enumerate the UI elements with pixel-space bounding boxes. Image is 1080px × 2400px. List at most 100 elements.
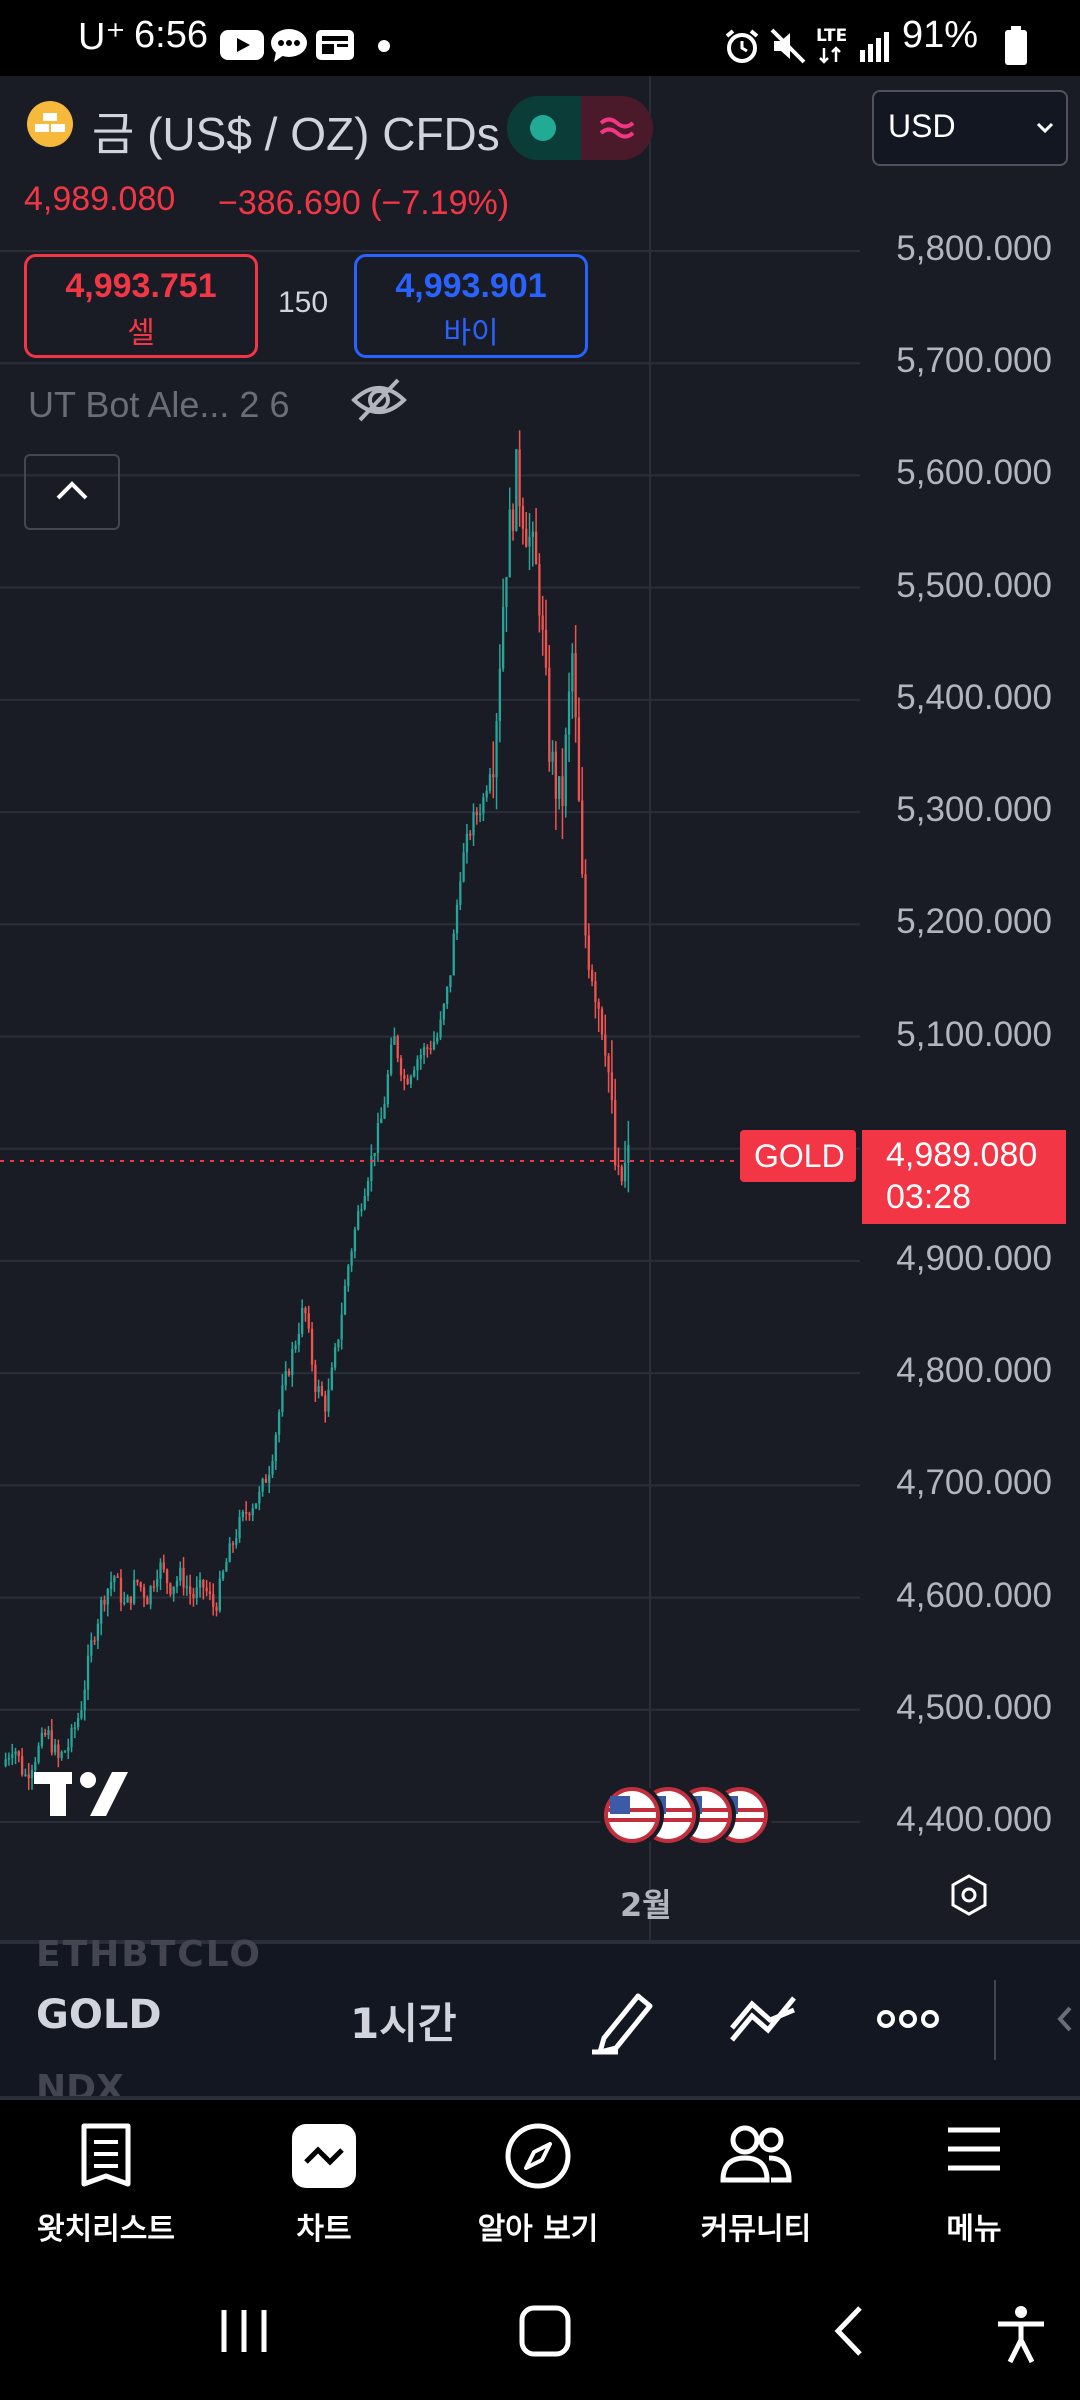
candle-body[interactable] <box>564 734 567 806</box>
candle-body[interactable] <box>317 1386 320 1392</box>
candle-body[interactable] <box>472 811 475 836</box>
candle-body[interactable] <box>413 1070 416 1077</box>
nav-watchlist[interactable]: 왓치리스트 <box>16 2100 196 2270</box>
candle-body[interactable] <box>67 1746 70 1752</box>
candle-body[interactable] <box>492 774 495 778</box>
candle-body[interactable] <box>129 1596 133 1604</box>
candle-body[interactable] <box>304 1307 307 1314</box>
candle-body[interactable] <box>192 1593 195 1599</box>
candle-body[interactable] <box>60 1752 63 1759</box>
candle-body[interactable] <box>360 1209 363 1212</box>
candle-body[interactable] <box>109 1582 113 1590</box>
candle-body[interactable] <box>165 1569 169 1584</box>
candle-body[interactable] <box>4 1759 7 1766</box>
candle-body[interactable] <box>558 776 561 799</box>
candle-body[interactable] <box>327 1389 330 1412</box>
indicator-name[interactable]: UT Bot Ale... 2 6 <box>28 384 290 425</box>
candle-body[interactable] <box>136 1579 139 1583</box>
candle-body[interactable] <box>258 1491 261 1504</box>
candle-body[interactable] <box>436 1037 439 1042</box>
candle-body[interactable] <box>73 1727 76 1729</box>
candle-body[interactable] <box>416 1059 419 1071</box>
candle-body[interactable] <box>53 1744 57 1753</box>
candle-body[interactable] <box>429 1048 432 1050</box>
candle-body[interactable] <box>353 1229 357 1252</box>
candle-body[interactable] <box>574 653 577 718</box>
candle-body[interactable] <box>366 1181 370 1196</box>
drawing-tool-icon[interactable] <box>588 1986 658 2056</box>
candle-body[interactable] <box>251 1508 254 1516</box>
candle-body[interactable] <box>419 1054 422 1060</box>
candle-body[interactable] <box>422 1047 426 1055</box>
chevron-left-icon[interactable] <box>1054 2004 1074 2034</box>
candle-body[interactable] <box>172 1586 175 1595</box>
candle-body[interactable] <box>426 1047 429 1049</box>
candle-body[interactable] <box>310 1328 314 1365</box>
candle-body[interactable] <box>380 1118 383 1124</box>
candle-body[interactable] <box>248 1513 251 1516</box>
candle-body[interactable] <box>363 1195 366 1210</box>
candle-body[interactable] <box>409 1076 413 1085</box>
candle-body[interactable] <box>373 1152 376 1157</box>
indicators-icon[interactable] <box>726 1988 800 2052</box>
chart-area[interactable]: 5,800.000 5,700.000 5,600.000 5,500.000 5,40… <box>0 76 1080 1940</box>
market-status-pill[interactable] <box>507 96 653 160</box>
candle-body[interactable] <box>96 1623 100 1641</box>
candle-body[interactable] <box>284 1370 287 1386</box>
candle-body[interactable] <box>347 1265 350 1286</box>
candle-body[interactable] <box>106 1589 109 1605</box>
candle-body[interactable] <box>307 1313 310 1329</box>
candle-body[interactable] <box>403 1075 406 1079</box>
candle-body[interactable] <box>287 1370 291 1376</box>
candle-body[interactable] <box>488 774 492 791</box>
eye-hidden-icon[interactable] <box>350 374 408 426</box>
price-chart[interactable] <box>0 76 1080 1940</box>
candle-body[interactable] <box>439 1019 442 1038</box>
candle-body[interactable] <box>561 776 564 806</box>
candle-body[interactable] <box>324 1395 327 1412</box>
candle-body[interactable] <box>521 506 525 529</box>
recent-apps-icon[interactable] <box>218 2306 270 2356</box>
home-icon[interactable] <box>518 2304 572 2358</box>
candle-body[interactable] <box>291 1349 294 1376</box>
candle-body[interactable] <box>449 975 452 988</box>
currency-select[interactable]: USD <box>872 90 1068 166</box>
buy-button[interactable]: 4,993.901 바이 <box>354 254 588 358</box>
candle-body[interactable] <box>142 1587 146 1598</box>
candle-body[interactable] <box>554 751 558 799</box>
candle-body[interactable] <box>406 1078 409 1085</box>
candle-body[interactable] <box>188 1586 192 1594</box>
candle-body[interactable] <box>50 1730 53 1753</box>
candle-body[interactable] <box>614 1100 617 1166</box>
candle-body[interactable] <box>271 1461 274 1475</box>
candle-body[interactable] <box>24 1774 27 1776</box>
symbol-next[interactable]: NDX <box>36 2068 124 2100</box>
candle-body[interactable] <box>228 1543 231 1562</box>
nav-community[interactable]: 커뮤니티 <box>666 2100 846 2270</box>
candle-body[interactable] <box>215 1606 218 1611</box>
candle-body[interactable] <box>182 1567 185 1588</box>
candle-body[interactable] <box>581 800 584 875</box>
candle-body[interactable] <box>103 1599 106 1605</box>
candle-body[interactable] <box>231 1543 235 1545</box>
candle-body[interactable] <box>445 987 449 1005</box>
candle-body[interactable] <box>343 1285 347 1315</box>
back-icon[interactable] <box>828 2304 868 2358</box>
symbol-selector[interactable]: GOLD <box>36 1992 162 2038</box>
candle-body[interactable] <box>610 1072 614 1101</box>
candle-body[interactable] <box>149 1586 152 1605</box>
candle-body[interactable] <box>268 1474 271 1483</box>
candle-body[interactable] <box>432 1041 436 1050</box>
candle-body[interactable] <box>139 1582 142 1588</box>
candle-body[interactable] <box>465 833 469 853</box>
candle-body[interactable] <box>40 1732 44 1746</box>
candle-body[interactable] <box>169 1583 172 1595</box>
candle-body[interactable] <box>600 1008 604 1035</box>
accessibility-icon[interactable] <box>994 2304 1048 2364</box>
candle-body[interactable] <box>482 797 485 814</box>
candle-body[interactable] <box>623 1162 627 1182</box>
candle-body[interactable] <box>57 1744 60 1759</box>
candle-body[interactable] <box>126 1596 129 1603</box>
candle-body[interactable] <box>301 1307 304 1334</box>
candle-body[interactable] <box>70 1727 73 1747</box>
